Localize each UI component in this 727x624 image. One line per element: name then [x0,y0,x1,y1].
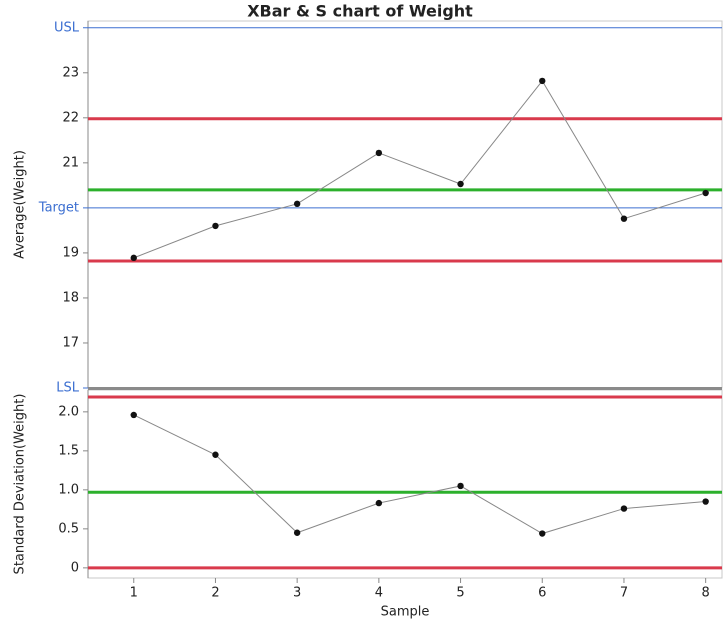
plot-frame [87,20,723,389]
y-tick-label: 19 [62,245,79,260]
data-line [133,414,706,535]
x-tick-label: 1 [130,586,138,601]
y-tick-label: 0 [71,560,79,575]
data-point [620,215,628,222]
x-tick-label: 6 [538,586,546,601]
data-point [539,77,546,85]
data-point [375,499,383,507]
data-line [133,80,706,259]
data-point [539,530,546,537]
data-point [457,180,464,188]
x-tick-label: 4 [375,586,383,601]
data-point [620,505,628,512]
x-tick-label: 3 [293,586,301,601]
plot-frame [87,389,723,579]
chart-title: XBar & S chart of Weight [247,2,473,21]
data-point [702,189,709,197]
y-tick-label: 1.5 [58,443,79,458]
x-tick-label: 8 [702,586,710,601]
data-point [130,254,137,262]
y-tick-label: 17 [62,335,79,350]
y-axis-label: Average(Weight) [13,150,28,259]
y-tick-label: 18 [62,290,79,305]
data-point [293,200,301,208]
data-point [130,411,137,419]
y-tick-label: LSL [56,381,79,396]
x-tick-label: 2 [211,586,219,601]
y-tick-label: 2.0 [58,404,79,419]
x-axis-label: Sample [381,605,430,620]
data-point [457,482,464,490]
y-axis-label: Standard Deviation(Weight) [13,394,28,575]
y-tick-label: 23 [62,65,79,80]
x-tick-label: 5 [456,586,464,601]
data-point [212,451,219,458]
y-tick-label: 21 [62,155,79,170]
y-tick-label: Target [38,200,79,215]
data-point [293,529,301,536]
y-tick-label: USL [54,20,80,35]
y-tick-label: 0.5 [58,521,79,536]
data-point [375,149,383,157]
y-tick-label: 1.0 [58,482,79,497]
data-point [702,498,709,505]
y-tick-label: 22 [62,110,79,125]
data-point [212,222,219,230]
x-tick-label: 7 [620,586,628,601]
